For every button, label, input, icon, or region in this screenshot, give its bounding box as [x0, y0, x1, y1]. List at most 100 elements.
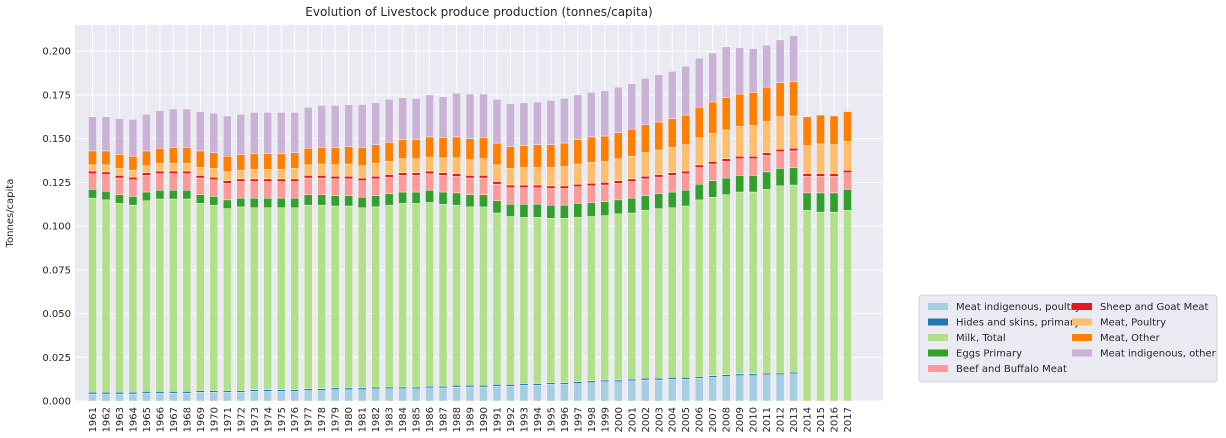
bar-segment	[775, 151, 785, 169]
x-tick-label: 1986	[425, 407, 436, 432]
bar-segment	[169, 170, 178, 174]
bar-segment	[438, 96, 448, 138]
bar-segment	[317, 388, 326, 391]
bar-segment	[290, 389, 299, 392]
bar-segment	[681, 65, 690, 116]
bar-segment	[223, 183, 232, 201]
bar-segment	[344, 178, 353, 196]
bar-segment	[506, 384, 515, 387]
bar-segment	[425, 170, 434, 174]
legend-label: Hides and skins, primary	[956, 318, 1080, 329]
bar-segment	[411, 139, 421, 159]
bar-segment	[330, 176, 340, 180]
bar-segment	[775, 372, 785, 375]
x-tick-label: 1961	[88, 407, 99, 432]
bar-segment	[425, 385, 434, 389]
bar-segment	[627, 380, 637, 402]
bar-segment	[735, 373, 744, 376]
bar-segment	[357, 207, 367, 389]
bar-segment	[384, 176, 394, 194]
bar-segment	[573, 381, 583, 384]
bar-segment	[721, 129, 731, 159]
bar-segment	[88, 170, 97, 174]
bar-segment	[452, 192, 461, 206]
bar-segment	[762, 120, 771, 153]
bar-segment	[775, 168, 785, 187]
bar-segment	[182, 147, 192, 164]
bar-segment	[816, 173, 825, 177]
bar-segment	[169, 198, 178, 392]
bar-segment	[155, 392, 165, 402]
y-axis-label: Tonnes/capita	[5, 179, 16, 249]
bar-segment	[492, 200, 502, 214]
x-tick-label: 1964	[128, 407, 139, 432]
y-tick-label: 0.200	[42, 47, 71, 58]
bar-segment	[438, 385, 448, 389]
bar-segment	[425, 173, 434, 191]
bar-segment	[641, 78, 650, 125]
bar-segment	[533, 217, 542, 384]
bar-segment	[789, 148, 798, 152]
bar-segment	[641, 379, 650, 402]
bar-segment	[829, 173, 839, 177]
bar-segment	[492, 99, 502, 144]
bar-segment	[88, 164, 97, 172]
bar-segment	[560, 98, 569, 144]
bar-segment	[708, 197, 717, 376]
bar-segment	[573, 383, 583, 402]
bar-segment	[654, 176, 663, 194]
bar-segment	[303, 388, 313, 391]
bar-segment	[384, 388, 394, 402]
bar-segment	[88, 173, 97, 190]
bar-segment	[843, 189, 852, 211]
bar-segment	[398, 97, 407, 140]
bar-segment	[115, 194, 124, 204]
bar-segment	[223, 155, 232, 173]
bar-segment	[88, 393, 97, 402]
bar-segment	[843, 111, 852, 142]
legend-swatch	[928, 365, 948, 372]
bar-segment	[843, 141, 852, 171]
bar-segment	[533, 204, 542, 218]
bar-segment	[775, 82, 785, 118]
bar-segment	[735, 155, 744, 159]
bar-segment	[627, 212, 637, 380]
bars	[88, 35, 852, 402]
x-tick-label: 2006	[695, 407, 706, 432]
x-tick-label: 2009	[735, 407, 746, 432]
y-tick-label: 0.175	[42, 90, 71, 101]
bar-segment	[479, 93, 488, 139]
bar-segment	[641, 378, 650, 381]
legend-swatch	[928, 349, 948, 357]
y-tick-label: 0.075	[42, 265, 71, 276]
bar-segment	[748, 155, 758, 159]
x-tick-label: 1963	[115, 407, 126, 432]
bar-segment	[277, 153, 286, 170]
bar-segment	[236, 154, 246, 171]
bar-segment	[357, 147, 367, 166]
bar-segment	[506, 103, 515, 147]
bar-segment	[330, 105, 340, 148]
bar-segment	[762, 374, 771, 402]
bar-segment	[641, 176, 650, 180]
bar-segment	[614, 183, 623, 201]
bar-segment	[357, 165, 367, 179]
bar-segment	[587, 92, 596, 138]
bar-segment	[721, 194, 731, 375]
bar-segment	[303, 194, 313, 206]
bar-segment	[735, 191, 744, 375]
bar-segment	[721, 177, 731, 195]
bar-segment	[587, 185, 596, 203]
bar-segment	[627, 378, 637, 382]
bar-segment	[142, 200, 151, 392]
bar-segment	[694, 58, 704, 108]
bar-segment	[614, 199, 623, 215]
bar-segment	[438, 204, 448, 387]
bar-segment	[775, 116, 785, 150]
bar-segment	[519, 167, 529, 186]
bar-segment	[748, 158, 758, 176]
bar-segment	[115, 118, 124, 155]
bar-segment	[600, 90, 610, 137]
bar-segment	[587, 202, 596, 217]
bar-segment	[277, 181, 286, 199]
